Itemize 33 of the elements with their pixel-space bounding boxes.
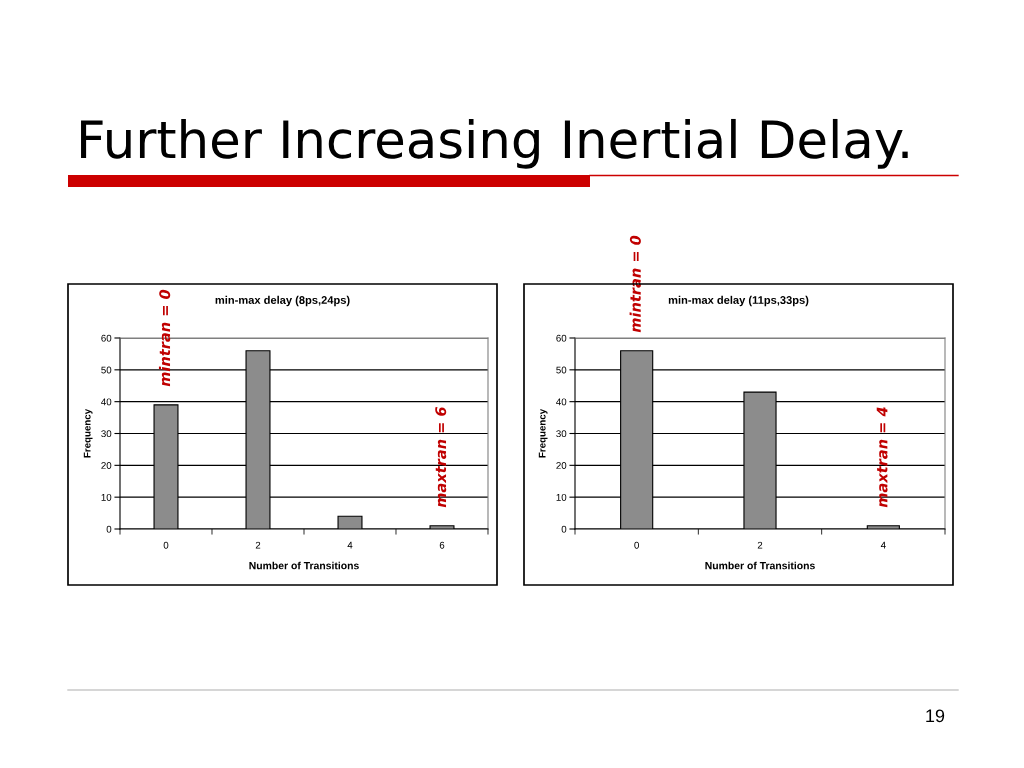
x-tick-label: 0	[163, 541, 169, 549]
y-tick-label: 20	[101, 462, 112, 469]
x-tick-label: 2	[255, 541, 261, 549]
y-axis-title: Frequency	[538, 408, 548, 458]
x-tick-label: 4	[347, 541, 353, 549]
chart-title: min-max delay (8ps,24ps)	[215, 295, 350, 307]
y-tick-label: 50	[101, 366, 112, 374]
y-tick-label: 10	[556, 493, 567, 501]
y-tick-label: 0	[106, 525, 112, 533]
chart-title: min-max delay (11ps,33ps)	[668, 295, 809, 307]
text: 19	[926, 709, 945, 723]
y-tick-label: 40	[101, 398, 112, 406]
y-tick-label: 20	[556, 462, 567, 469]
y-tick-label: 10	[101, 493, 112, 501]
y-tick-label: 30	[101, 430, 112, 438]
y-tick-label: 30	[556, 430, 567, 438]
annotation: mintran = 0	[629, 235, 641, 333]
x-tick-label: 0	[634, 541, 639, 549]
y-tick-label: 0	[561, 525, 567, 533]
x-tick-label: 2	[757, 541, 763, 549]
annotation: mintran = 0	[158, 289, 171, 387]
y-tick-label: 60	[556, 334, 567, 342]
x-axis-title: Number of Transitions	[705, 561, 815, 570]
annotation: maxtran = 4	[876, 407, 888, 508]
y-tick-label: 40	[556, 398, 567, 406]
y-axis-title: Frequency	[83, 408, 93, 458]
x-tick-label: 6	[439, 541, 445, 549]
y-tick-label: 60	[101, 334, 112, 342]
y-tick-label: 50	[556, 366, 567, 374]
x-axis-title: Number of Transitions	[249, 561, 359, 570]
x-tick-label: 4	[880, 541, 886, 549]
annotation: maxtran = 6	[435, 406, 447, 508]
text: Further Increasing Inertial Delay.	[81, 118, 908, 169]
